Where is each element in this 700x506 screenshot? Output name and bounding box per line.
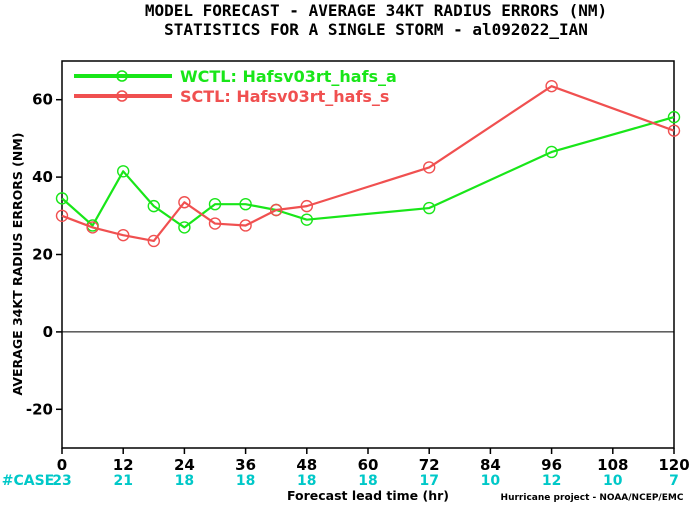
data-point	[147, 234, 161, 248]
data-point	[147, 199, 161, 213]
credit-text: Hurricane project - NOAA/NCEP/EMC	[501, 493, 684, 503]
data-point	[423, 161, 436, 174]
case-count: 7	[669, 473, 679, 489]
data-point	[208, 197, 222, 211]
case-count: 18	[358, 473, 377, 489]
case-count: 10	[603, 473, 623, 489]
plot-frame	[61, 60, 675, 449]
data-point	[545, 79, 558, 93]
legend-marker-wctl	[116, 70, 128, 82]
case-count: 18	[297, 473, 316, 489]
x-tick-label: 12	[113, 456, 134, 474]
x-axis: 0 12 24 36 48 60 72 84 96 108 120	[57, 448, 690, 474]
data-point	[178, 221, 191, 234]
case-count: 17	[419, 473, 438, 489]
case-count: 10	[481, 473, 501, 489]
series-0	[55, 110, 681, 234]
data-point	[55, 209, 69, 223]
legend-marker-sctl	[116, 90, 128, 102]
data-point	[208, 217, 222, 230]
x-tick-label: 108	[597, 456, 628, 474]
data-point	[667, 124, 681, 137]
case-count: 21	[113, 473, 132, 489]
y-axis-label: AVERAGE 34KT RADIUS ERRORS (NM)	[10, 132, 25, 395]
x-tick-label: 0	[57, 456, 67, 474]
y-tick-label: 60	[32, 91, 53, 109]
data-point	[239, 219, 252, 232]
x-tick-label: 60	[358, 456, 379, 474]
case-label: #CASE	[2, 473, 55, 489]
case-counts: 23 21 18 18 18 18 17 10 12 10 7	[52, 473, 679, 489]
x-tick-label: 96	[541, 456, 562, 474]
legend: WCTL: Hafsv03rt_hafs_a SCTL: Hafsv03rt_h…	[74, 67, 397, 106]
series-line	[61, 116, 675, 229]
data-point	[116, 228, 130, 242]
series-layer	[55, 79, 681, 248]
data-point	[116, 165, 130, 178]
data-point	[545, 145, 558, 159]
data-point	[300, 199, 313, 213]
case-count: 12	[542, 473, 561, 489]
case-count: 18	[175, 473, 194, 489]
y-tick-label: 20	[32, 246, 53, 264]
y-tick-label: -20	[26, 400, 53, 418]
x-tick-label: 24	[174, 456, 195, 474]
x-axis-label: Forecast lead time (hr)	[287, 488, 449, 503]
data-point	[300, 213, 313, 226]
data-point	[86, 221, 99, 234]
data-point	[55, 192, 69, 205]
data-point	[178, 196, 191, 209]
data-point	[239, 197, 252, 211]
legend-label-wctl: WCTL: Hafsv03rt_hafs_a	[180, 67, 397, 86]
series-1	[55, 79, 681, 248]
x-tick-label: 120	[658, 456, 689, 474]
chart-subtitle: STATISTICS FOR A SINGLE STORM - al092022…	[164, 20, 588, 39]
x-tick-label: 36	[235, 456, 256, 474]
x-tick-label: 72	[419, 456, 440, 474]
legend-label-sctl: SCTL: Hafsv03rt_hafs_s	[180, 87, 389, 106]
series-line	[61, 85, 675, 243]
chart-title: MODEL FORECAST - AVERAGE 34KT RADIUS ERR…	[145, 1, 607, 20]
x-tick-label: 48	[296, 456, 317, 474]
case-count: 18	[236, 473, 255, 489]
data-point	[270, 203, 283, 217]
data-point	[667, 110, 681, 124]
data-point	[423, 201, 436, 215]
y-tick-label: 0	[43, 323, 53, 341]
y-tick-label: 40	[32, 168, 53, 186]
x-tick-label: 84	[480, 456, 501, 474]
case-count: 23	[52, 473, 71, 489]
y-axis: -20 0 20 40 60	[26, 91, 62, 418]
